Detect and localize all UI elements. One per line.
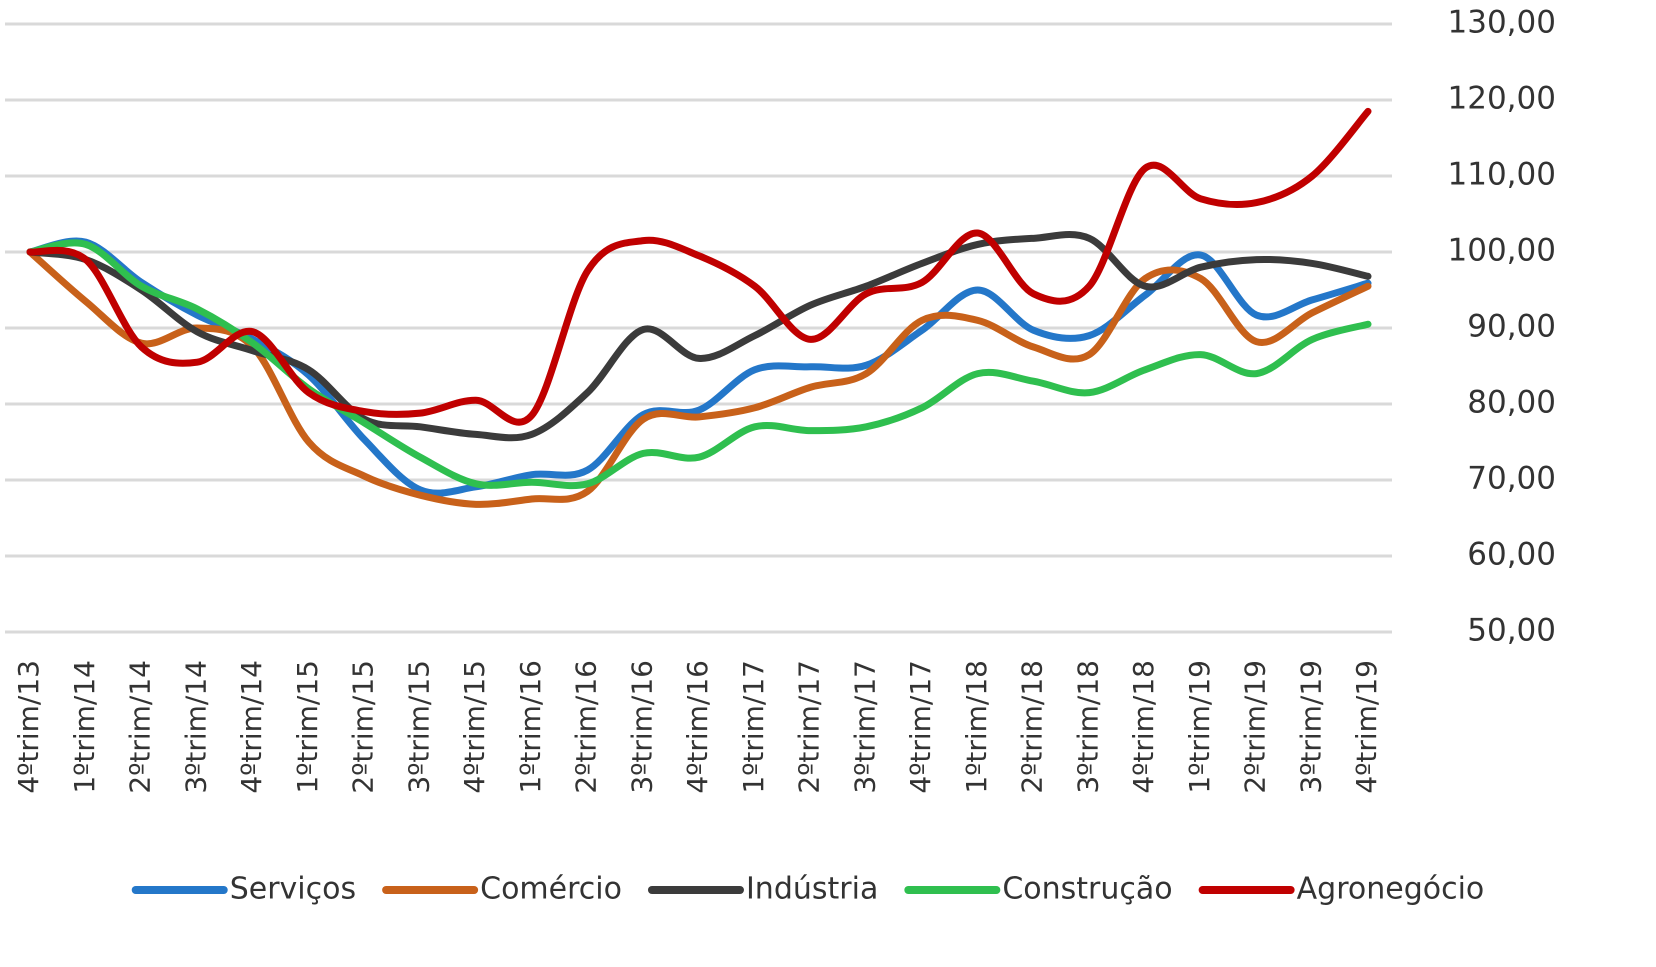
x-tick-label: 2ºtrim/16 [570,660,603,794]
x-tick-label: 4ºtrim/18 [1127,660,1160,794]
y-tick-label: 90,00 [1467,309,1556,345]
x-tick-label: 1ºtrim/19 [1183,660,1216,794]
x-tick-label: 3ºtrim/19 [1294,660,1327,794]
series-line [26,239,1372,490]
y-tick-label: 100,00 [1448,233,1556,269]
x-tick-label: 4ºtrim/17 [904,660,937,794]
x-tick-label: 3ºtrim/15 [402,660,435,794]
x-tick-label: 2ºtrim/18 [1016,660,1049,794]
x-tick-label: 4ºtrim/14 [235,660,268,794]
x-tick-label: 1ºtrim/17 [737,660,770,794]
x-tick-label: 2ºtrim/15 [347,660,380,794]
x-tick-label: 3ºtrim/18 [1071,660,1104,794]
x-tick-label: 1ºtrim/18 [960,660,993,794]
legend-label: Construção [1002,872,1172,907]
series-line [26,248,1372,508]
legend: Serviços Comércio Indústria Construção Agron… [131,872,1485,907]
x-tick-label: 1ºtrim/16 [514,660,547,794]
series-line [26,107,1372,426]
x-tick-label: 3ºtrim/17 [848,660,881,794]
y-tick-label: 70,00 [1467,461,1556,497]
x-tick-label: 4ºtrim/13 [12,660,45,794]
x-tick-label: 2ºtrim/14 [124,660,157,794]
legend-label: Serviços [230,872,356,907]
legend-label: Comércio [480,872,622,907]
x-tick-label: 4ºtrim/15 [458,660,491,794]
x-tick-label: 4ºtrim/16 [681,660,714,794]
x-tick-label: 1ºtrim/14 [68,660,101,794]
x-tick-label: 3ºtrim/14 [179,660,212,794]
legend-label: Indústria [746,872,878,907]
y-tick-label: 80,00 [1467,385,1556,421]
y-tick-label: 110,00 [1448,157,1556,193]
x-tick-label: 2ºtrim/17 [793,660,826,794]
x-tick-label: 4ºtrim/19 [1350,660,1383,794]
y-tick-label: 60,00 [1467,537,1556,573]
y-tick-label: 120,00 [1448,81,1556,117]
x-tick-label: 3ºtrim/16 [625,660,658,794]
legend-label: Agronegócio [1297,872,1485,907]
series-line [26,231,1372,442]
x-tick-label: 1ºtrim/15 [291,660,324,794]
y-tick-label: 50,00 [1467,613,1556,649]
y-tick-label: 130,00 [1448,5,1556,41]
x-tick-label: 2ºtrim/19 [1239,660,1272,794]
